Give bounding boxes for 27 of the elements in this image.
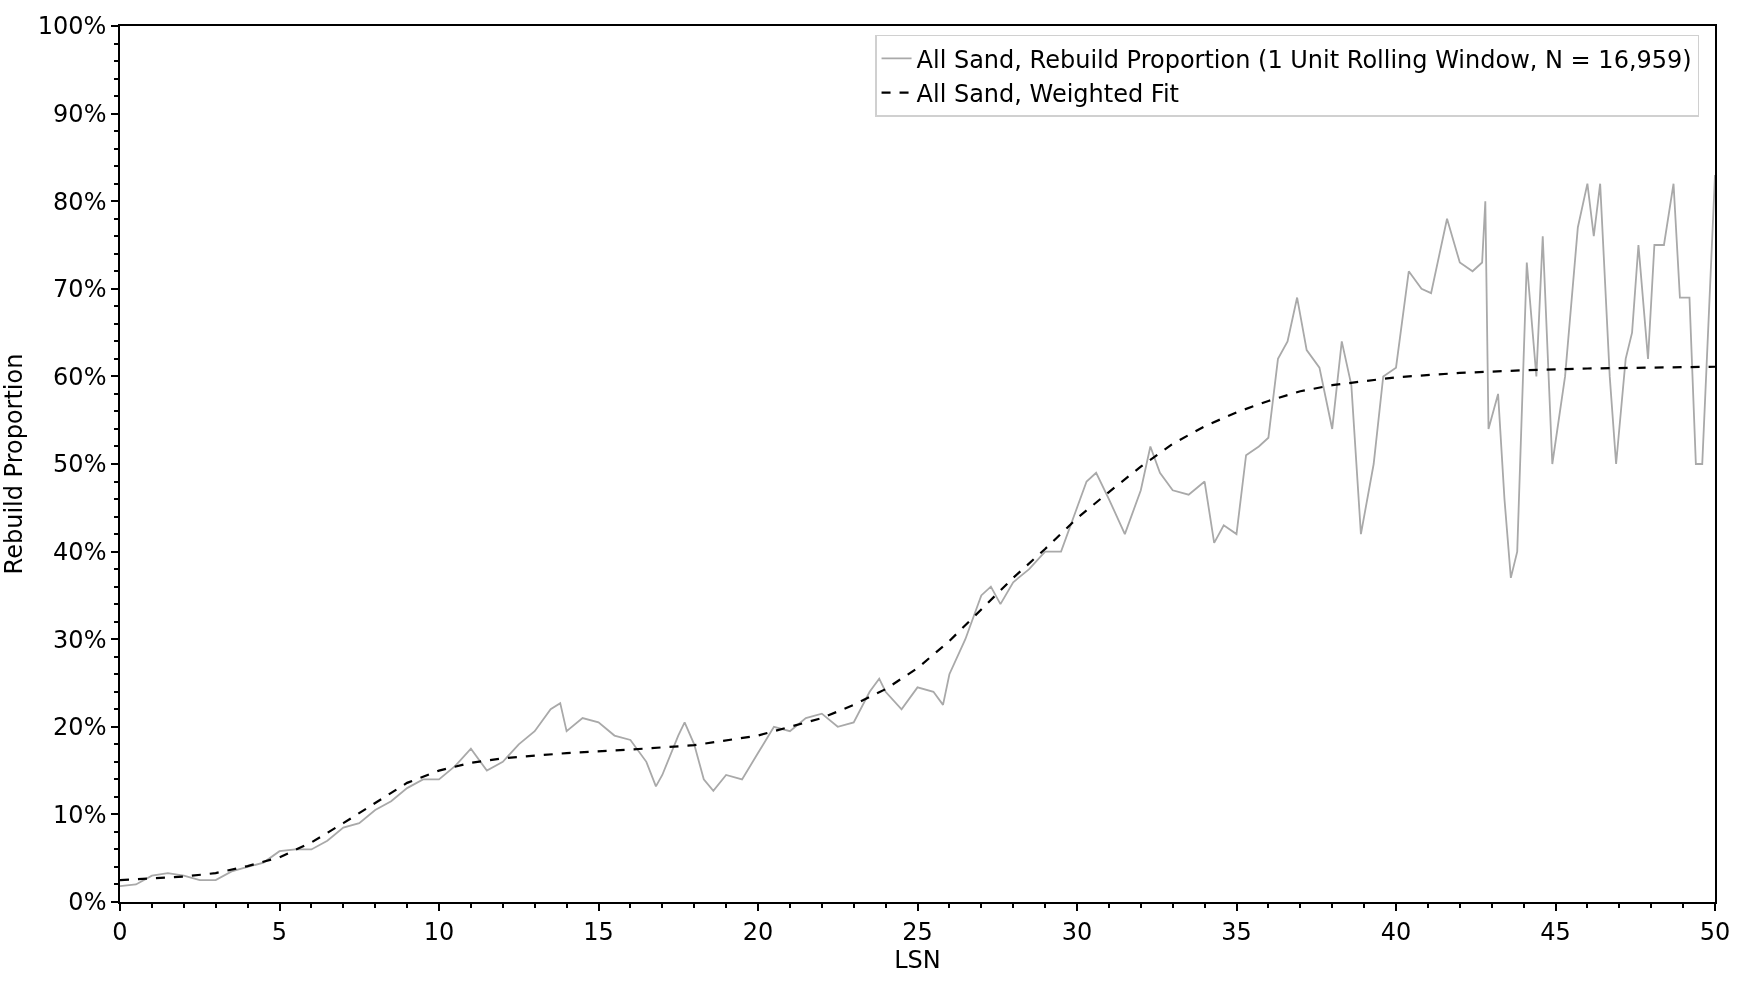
x-tick-label: 40 xyxy=(1380,917,1412,946)
y-tick-label: 10% xyxy=(53,800,107,829)
x-tick-label: 0 xyxy=(112,917,128,946)
y-tick-label: 30% xyxy=(53,625,107,654)
y-tick-label: 80% xyxy=(53,187,107,216)
x-tick-label: 5 xyxy=(271,917,288,946)
y-tick-label: 0% xyxy=(68,888,107,917)
x-tick-label: 35 xyxy=(1221,917,1252,946)
line-series xyxy=(120,174,1715,888)
x-tick-label: 15 xyxy=(583,917,614,946)
y-tick-label: 100% xyxy=(37,12,107,41)
legend-label: All Sand, Rebuild Proportion (1 Unit Rolling Window, N = 16,959) xyxy=(916,45,1692,74)
y-tick-label: 90% xyxy=(53,100,107,128)
y-tick-label: 60% xyxy=(53,362,107,391)
legend-label: All Sand, Weighted Fit xyxy=(916,79,1179,108)
y-tick-label: 40% xyxy=(53,538,107,566)
x-tick-label: 50 xyxy=(1699,917,1731,946)
x-axis-title: LSN xyxy=(894,945,941,974)
x-tick-label: 45 xyxy=(1540,917,1571,946)
x-tick-label: 30 xyxy=(1061,917,1093,946)
y-tick-label: 70% xyxy=(53,275,107,304)
y-tick-label: 50% xyxy=(53,450,107,479)
y-tick-label: 20% xyxy=(53,713,107,742)
x-tick-label: 25 xyxy=(902,917,933,946)
x-tick-label: 10 xyxy=(423,917,455,946)
y-axis-title: Rebuild Proportion xyxy=(0,353,29,575)
x-tick-label: 20 xyxy=(742,917,774,946)
